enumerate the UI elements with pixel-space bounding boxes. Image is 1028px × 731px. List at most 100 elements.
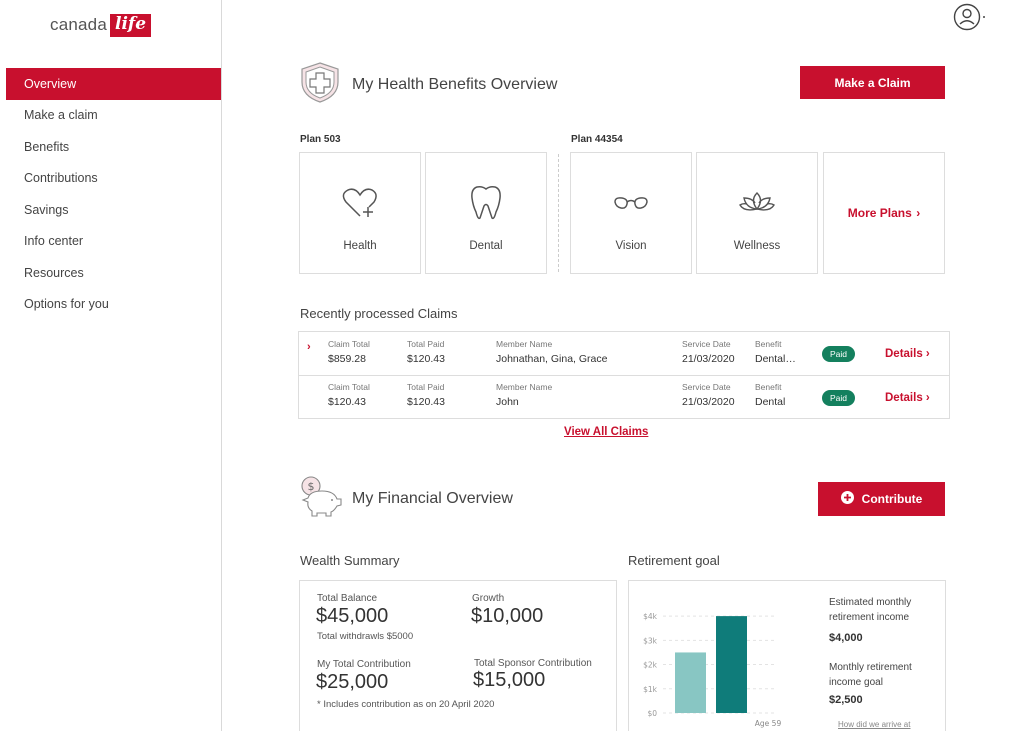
heart-plus-icon [341, 182, 379, 224]
benefit-card-dental[interactable]: Dental [425, 152, 547, 274]
claim-total-label: Claim Total [328, 382, 370, 392]
sponsor-contribution-label: Total Sponsor Contribution [474, 658, 592, 669]
member-name-label: Member Name [496, 339, 553, 349]
brand-logo[interactable]: canada life [50, 14, 152, 37]
growth-label: Growth [472, 593, 505, 604]
service-date-value: 21/03/2020 [682, 353, 735, 365]
contribute-label: Contribute [861, 492, 923, 506]
bar-estimated-income [716, 616, 747, 713]
chart-xlabel: Age 59 [755, 719, 782, 728]
benefit-label: Benefit [755, 382, 782, 392]
total-balance-value: $45,000 [316, 605, 389, 627]
view-all-claims-link[interactable]: View All Claims [564, 426, 649, 438]
shield-cross-icon [298, 60, 344, 109]
chevron-right-icon[interactable]: › [307, 341, 311, 353]
contribution-footnote: * Includes contribution as on 20 April 2… [317, 699, 495, 710]
financial-title: My Financial Overview [352, 489, 513, 507]
service-date-value: 21/03/2020 [682, 396, 735, 408]
total-paid-value: $120.43 [407, 353, 445, 365]
claim-total-label: Claim Total [328, 339, 370, 349]
glasses-icon [613, 182, 649, 224]
piggy-bank-icon: $ [298, 474, 344, 523]
financial-header: $ My Financial Overview [298, 474, 513, 523]
benefit-card-health[interactable]: Health [299, 152, 421, 274]
y-tick-label: $3k [643, 636, 658, 645]
card-label: Dental [469, 240, 503, 252]
status-badge: Paid [822, 346, 856, 362]
total-paid-value: $120.43 [407, 396, 445, 408]
table-row: › Claim Total $859.28 Total Paid $120.43 M… [299, 332, 949, 375]
lotus-icon [738, 182, 776, 224]
total-balance-label: Total Balance [317, 593, 378, 604]
member-name-value: John [496, 396, 519, 408]
contribute-button[interactable]: Contribute [818, 482, 945, 516]
wealth-summary-card [299, 580, 617, 731]
total-paid-label: Total Paid [407, 382, 445, 392]
table-row: Claim Total $120.43 Total Paid $120.43 Mem… [299, 375, 949, 418]
chevron-right-icon: › [925, 392, 930, 404]
plan-label: Plan 44354 [571, 134, 623, 145]
retirement-title: Retirement goal [628, 553, 720, 568]
more-plans-label: More Plans [847, 206, 912, 220]
sidebar-item-info-center[interactable]: Info center [24, 234, 84, 249]
bar-income-goal [675, 652, 706, 713]
benefit-card-wellness[interactable]: Wellness [696, 152, 818, 274]
plan-label: Plan 503 [300, 134, 341, 145]
health-title: My Health Benefits Overview [352, 75, 558, 93]
card-label: Wellness [733, 240, 781, 252]
plan-divider [558, 154, 559, 272]
y-tick-label: $4k [643, 612, 658, 621]
more-plans-card[interactable]: More Plans › [823, 152, 945, 274]
claim-total-value: $859.28 [328, 353, 366, 365]
total-paid-label: Total Paid [407, 339, 445, 349]
service-date-label: Service Date [682, 339, 731, 349]
tooth-icon [469, 182, 503, 224]
status-badge: Paid [822, 390, 856, 406]
brand-box: life [109, 14, 152, 37]
brand-text: canada [50, 15, 107, 35]
chevron-right-icon: › [925, 348, 930, 360]
claim-total-value: $120.43 [328, 396, 366, 408]
how-did-we-arrive-link[interactable]: How did we arrive at [838, 720, 911, 729]
benefit-label: Benefit [755, 339, 782, 349]
y-tick-label: $0 [647, 709, 657, 718]
profile-icon[interactable] [953, 3, 985, 31]
chevron-right-icon: › [916, 206, 921, 220]
service-date-label: Service Date [682, 382, 731, 392]
details-link[interactable]: Details › [885, 348, 930, 360]
growth-value: $10,000 [471, 605, 544, 627]
sponsor-contribution-value: $15,000 [473, 669, 546, 691]
details-link[interactable]: Details › [885, 392, 930, 404]
sidebar-item-benefits[interactable]: Benefits [24, 139, 70, 154]
claims-title: Recently processed Claims [300, 306, 458, 321]
income-goal-label: Monthly retirement income goal [829, 662, 912, 688]
benefit-card-vision[interactable]: Vision [570, 152, 692, 274]
card-label: Vision [615, 240, 647, 252]
sidebar-item-resources[interactable]: Resources [24, 265, 84, 280]
member-name-value: Johnathan, Gina, Grace [496, 353, 608, 365]
benefit-value: Dental… [755, 353, 796, 365]
y-tick-label: $1k [643, 685, 658, 694]
withdrawals-note: Total withdrawls $5000 [317, 631, 414, 642]
make-a-claim-button[interactable]: Make a Claim [800, 66, 945, 99]
sidebar-item-contributions[interactable]: Contributions [24, 171, 98, 186]
sidebar-item-savings[interactable]: Savings [24, 202, 69, 217]
card-label: Health [343, 240, 377, 252]
my-contribution-value: $25,000 [316, 671, 389, 693]
sidebar-item-overview[interactable]: Overview [6, 68, 221, 100]
wealth-title: Wealth Summary [300, 553, 400, 568]
benefit-value: Dental [755, 396, 786, 408]
claims-table: › Claim Total $859.28 Total Paid $120.43 M… [298, 331, 950, 419]
estimated-income-label: Estimated monthly retirement income [829, 597, 912, 623]
sidebar-item-options-for-you[interactable]: Options for you [24, 297, 109, 312]
details-label: Details [885, 348, 923, 360]
svg-text:$: $ [308, 480, 315, 493]
health-header: My Health Benefits Overview [298, 60, 557, 109]
estimated-income-value: $4,000 [829, 632, 863, 644]
income-goal-value: $2,500 [829, 694, 863, 706]
y-tick-label: $2k [643, 661, 658, 670]
sidebar-item-make-a-claim[interactable]: Make a claim [24, 108, 98, 123]
plus-circle-icon [840, 491, 854, 507]
more-plans-link[interactable]: More Plans › [848, 204, 920, 222]
sidebar-nav: Overview Make a claim Benefits Contribut… [6, 68, 221, 320]
